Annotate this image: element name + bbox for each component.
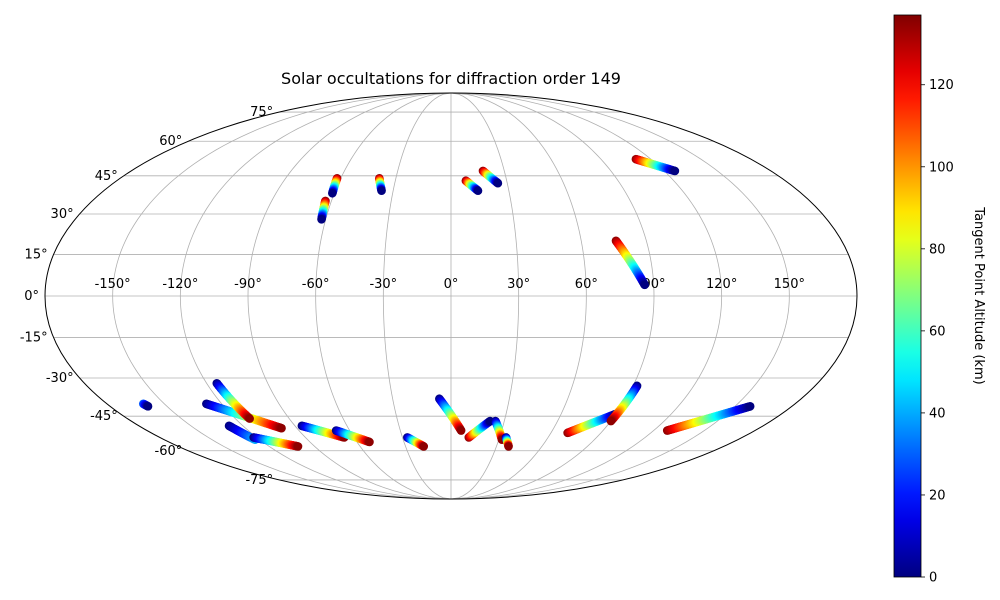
meridian-line xyxy=(450,93,520,499)
colorbar: 0 20 40 60 80 100 120 Tangent Point Altitude (k… xyxy=(893,14,986,586)
y-tick-label: -30° xyxy=(46,371,74,386)
data-point xyxy=(277,423,286,433)
y-tick-label: 45° xyxy=(95,169,118,184)
data-point xyxy=(245,414,254,423)
x-tick-label: -60° xyxy=(302,277,330,292)
data-point xyxy=(377,186,386,196)
meridian-line xyxy=(450,93,790,499)
colorbar-tick-label: 120 xyxy=(929,78,954,93)
meridian-line xyxy=(315,93,452,499)
axis-ticks: -150° -120° -90° -60° -30° 0° 30° 60° 90° 120° 150… xyxy=(20,105,805,488)
y-tick-label: 0° xyxy=(24,289,39,304)
meridian-line xyxy=(179,93,452,499)
meridian-line xyxy=(112,93,452,499)
colorbar-tick-label: 100 xyxy=(929,160,954,175)
y-tick-label: 15° xyxy=(25,247,48,262)
colorbar-tick-label: 80 xyxy=(929,242,946,257)
data-point xyxy=(670,166,680,176)
x-tick-label: -120° xyxy=(162,277,198,292)
x-tick-label: 120° xyxy=(706,277,737,292)
x-tick-label: 0° xyxy=(444,277,459,292)
colorbar-tick-label: 20 xyxy=(929,488,946,503)
x-tick-label: -150° xyxy=(95,277,131,292)
data-point xyxy=(640,280,649,290)
colorbar-label: Tangent Point Altitude (km) xyxy=(971,206,986,384)
y-tick-label: -45° xyxy=(90,409,118,424)
data-point xyxy=(745,402,755,411)
data-point xyxy=(473,186,483,196)
meridian-line xyxy=(247,93,452,499)
data-point xyxy=(419,442,429,451)
y-tick-label: -75° xyxy=(245,473,273,488)
y-tick-label: -60° xyxy=(155,444,183,459)
grid-lines xyxy=(45,93,857,499)
data-point xyxy=(143,402,153,411)
meridian-line xyxy=(450,93,587,499)
y-tick-label: 30° xyxy=(51,207,74,222)
x-tick-label: 90° xyxy=(642,277,665,292)
x-tick-label: -30° xyxy=(369,277,397,292)
colorbar-gradient xyxy=(893,14,922,578)
colorbar-tick-label: 40 xyxy=(929,406,946,421)
data-point xyxy=(456,426,466,435)
meridian-line xyxy=(382,93,452,499)
data-point xyxy=(493,178,503,188)
meridian-line xyxy=(450,93,723,499)
x-tick-label: 60° xyxy=(575,277,598,292)
chart-title: Solar occultations for diffraction order… xyxy=(281,69,621,88)
y-tick-label: -15° xyxy=(20,331,48,346)
x-tick-label: -90° xyxy=(234,277,262,292)
data-point xyxy=(606,416,616,426)
data-point xyxy=(365,437,374,447)
y-tick-label: 60° xyxy=(159,134,182,149)
x-tick-label: 150° xyxy=(774,277,805,292)
data-point xyxy=(293,442,303,451)
data-points xyxy=(138,154,755,451)
map-boundary xyxy=(44,92,858,500)
y-tick-label: 75° xyxy=(250,105,273,120)
meridian-line xyxy=(450,93,655,499)
colorbar-tick-label: 0 xyxy=(929,571,937,586)
colorbar-tick-label: 60 xyxy=(929,324,946,339)
x-tick-label: 30° xyxy=(507,277,530,292)
data-point xyxy=(504,442,513,451)
data-point xyxy=(317,214,326,224)
data-point xyxy=(328,188,337,198)
